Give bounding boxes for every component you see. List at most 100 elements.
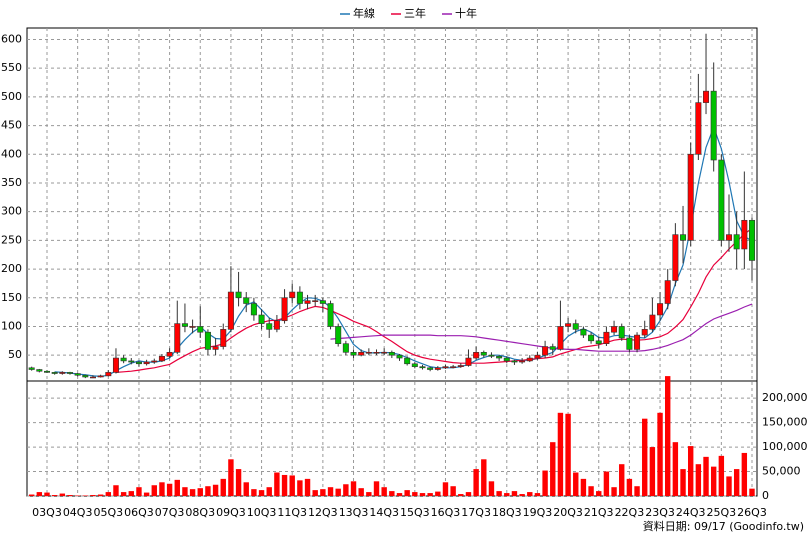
candle-body (319, 300, 326, 304)
volume-bar (159, 482, 165, 496)
candle-body (657, 303, 664, 316)
volume-bar (496, 491, 502, 496)
candle-body (549, 346, 556, 350)
candle-body (733, 234, 740, 250)
y-tick-label: 100 (1, 319, 22, 332)
candle-body (741, 219, 748, 250)
volume-bar (557, 412, 564, 496)
volume-bar (266, 487, 272, 496)
ma-line (330, 303, 753, 352)
x-tick-label: 17Q3 (461, 506, 491, 519)
candle-body (197, 326, 204, 333)
candle-body (327, 303, 334, 327)
candle-body (411, 363, 418, 367)
volume-bar (97, 494, 104, 496)
volume-bar (274, 472, 280, 496)
candle-body (557, 326, 564, 350)
volume-bar (542, 470, 548, 496)
candle-body (427, 367, 434, 370)
candle-body (404, 357, 411, 365)
volume-bar (642, 418, 648, 496)
volume-bar (619, 464, 625, 496)
candle-body (572, 323, 579, 330)
candle-body (726, 234, 733, 241)
y2-tick-label: 200,000 (762, 391, 808, 404)
volume-bar (212, 484, 219, 496)
candle-body (710, 90, 717, 161)
candle-body (634, 334, 641, 350)
volume-bar (442, 482, 449, 496)
volume-bar (189, 489, 196, 496)
candle-body (434, 367, 441, 370)
candle-body (296, 291, 303, 304)
candle-body (342, 343, 349, 353)
volume-bar (128, 491, 134, 496)
candle-body (266, 323, 273, 330)
volume-bar (335, 488, 341, 496)
candle-body (350, 352, 357, 356)
x-tick-label: 18Q3 (492, 506, 522, 519)
volume-bar (534, 493, 541, 496)
volume-bar (419, 493, 426, 496)
volume-bar (588, 486, 594, 496)
y-tick-label: 400 (1, 147, 22, 160)
volume-bar (381, 487, 387, 496)
candle-body (473, 352, 480, 359)
candle-body (649, 314, 656, 330)
candle-body (480, 352, 487, 356)
candle-body (189, 326, 196, 328)
candle-body (220, 329, 227, 347)
x-tick-label: 22Q3 (615, 506, 645, 519)
y-tick-label: 150 (1, 291, 22, 304)
volume-bar (174, 479, 180, 496)
candle-body (258, 314, 265, 324)
x-tick-label: 07Q3 (155, 506, 185, 519)
candle-body (143, 361, 150, 365)
volume-bar (389, 491, 395, 496)
candle-body (680, 234, 687, 241)
candle-body (66, 372, 73, 374)
candle-body (304, 300, 311, 304)
volume-bar (151, 485, 157, 496)
volume-bar (427, 493, 433, 496)
candle-body (603, 331, 610, 344)
volume-bar (373, 481, 380, 496)
volume-bar (197, 488, 203, 496)
candle-body (718, 159, 725, 241)
candle-body (128, 360, 135, 363)
volume-bar (603, 471, 610, 496)
volume-bar (51, 495, 58, 496)
volume-bar (343, 484, 349, 496)
candle-body (82, 374, 89, 378)
y2-tick-label: 150,000 (762, 416, 808, 429)
x-tick-label: 24Q3 (676, 506, 706, 519)
volume-bar (458, 494, 464, 496)
candle-body (174, 323, 181, 353)
candle-body (28, 367, 35, 370)
candle-body (641, 329, 648, 336)
candle-body (534, 354, 541, 359)
candle-body (748, 219, 755, 261)
volume-bar (143, 492, 150, 496)
candle-body (526, 357, 533, 362)
volume-bar (412, 492, 418, 496)
volume-bar (680, 469, 686, 496)
candle-body (227, 291, 234, 330)
candle-body (450, 366, 457, 368)
volume-bar (36, 492, 43, 496)
volume-bar (312, 490, 318, 496)
volume-bar (749, 488, 755, 496)
volume-bar (450, 486, 456, 496)
volume-bar (120, 492, 127, 496)
legend-label: 年線 (353, 6, 375, 20)
legend-label: 三年 (404, 6, 426, 20)
candle-body (235, 291, 242, 299)
volume-bar (396, 493, 403, 496)
volume-bar (527, 492, 533, 496)
candle-body (120, 357, 127, 362)
volume-bar (550, 442, 556, 496)
x-tick-label: 14Q3 (369, 506, 399, 519)
plot-frame (26, 27, 758, 497)
candle-body (626, 337, 633, 350)
y-tick-label: 500 (1, 90, 22, 103)
